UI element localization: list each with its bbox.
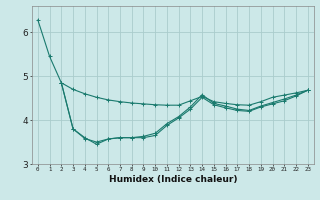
X-axis label: Humidex (Indice chaleur): Humidex (Indice chaleur)	[108, 175, 237, 184]
